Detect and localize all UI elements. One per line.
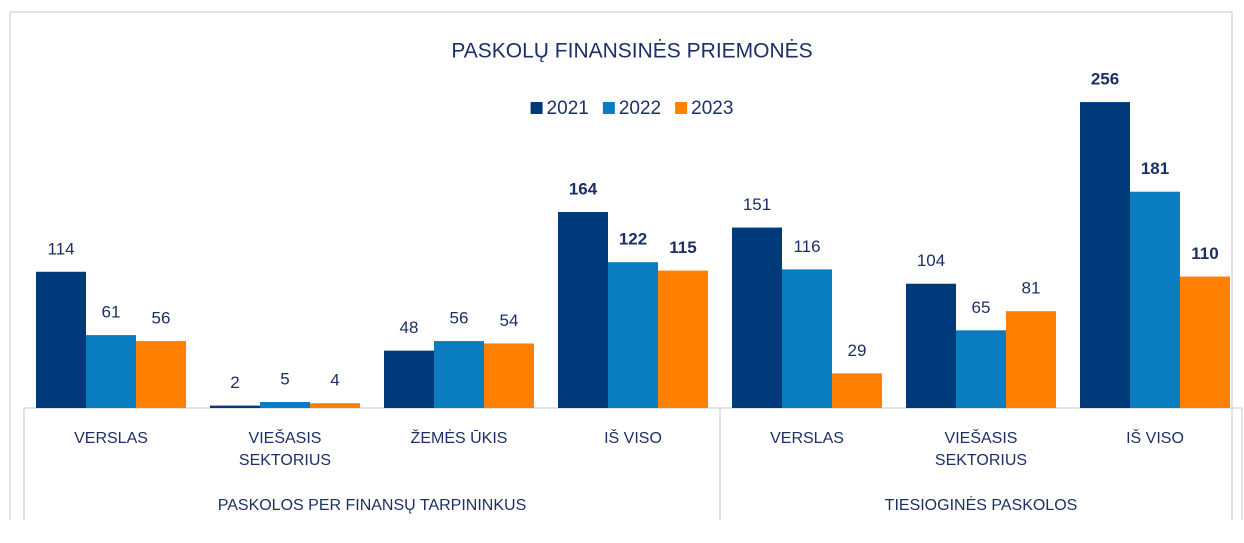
bar	[36, 271, 86, 408]
x-tick-label: VERSLAS	[74, 430, 148, 447]
bar	[1006, 311, 1056, 408]
chart-border	[9, 11, 1233, 520]
bar	[558, 212, 608, 408]
legend-swatch	[530, 102, 543, 114]
value-label: 54	[500, 311, 519, 330]
bar	[260, 402, 310, 408]
value-label: 104	[917, 251, 945, 270]
bar	[658, 270, 708, 408]
value-label: 256	[1091, 70, 1119, 89]
x-tick-label: IŠ VISO	[604, 430, 662, 447]
value-label: 116	[793, 237, 820, 256]
bar	[906, 283, 956, 408]
value-label: 2	[230, 373, 239, 392]
bar	[832, 373, 882, 408]
bar	[732, 227, 782, 408]
value-label: 61	[102, 303, 121, 322]
bar	[1080, 102, 1130, 408]
value-label: 110	[1191, 244, 1218, 263]
value-label: 115	[669, 238, 696, 257]
bar	[384, 350, 434, 408]
value-label: 4	[330, 371, 339, 390]
value-label: 5	[280, 370, 289, 389]
bar	[210, 405, 260, 408]
legend-swatch	[602, 102, 615, 114]
bar	[782, 269, 832, 408]
legend-label: 2023	[691, 98, 733, 119]
value-label: 122	[619, 230, 647, 249]
bar	[86, 335, 136, 408]
x-tick-label: VIEŠASIS SEKTORIUS	[238, 430, 332, 469]
x-tick-label: VERSLAS	[770, 430, 844, 447]
chart-title: PASKOLŲ FINANSINĖS PRIEMONĖS	[451, 40, 812, 63]
bar	[1130, 191, 1180, 408]
bar	[608, 262, 658, 408]
x-tick-label: VIEŠASIS SEKTORIUS	[934, 430, 1028, 469]
value-label: 114	[47, 239, 74, 258]
group-label: TIESIOGINĖS PASKOLOS	[884, 497, 1078, 514]
x-tick-label: ŽEMĖS ŪKIS	[410, 430, 508, 447]
value-label: 56	[152, 309, 171, 328]
value-label: 81	[1022, 279, 1041, 298]
value-label: 29	[848, 341, 867, 360]
group-label: PASKOLOS PER FINANSŲ TARPININKUS	[217, 497, 527, 514]
value-label: 151	[743, 195, 771, 214]
value-label: 56	[450, 309, 469, 328]
bar	[310, 403, 360, 408]
legend-label: 2022	[619, 98, 661, 119]
value-label: 164	[569, 180, 598, 199]
value-label: 65	[972, 298, 991, 317]
legend-label: 2021	[547, 98, 589, 119]
value-label: 181	[1141, 159, 1169, 178]
bar	[136, 341, 186, 408]
legend-swatch	[675, 102, 688, 114]
bar	[484, 343, 534, 408]
bar	[434, 341, 484, 408]
x-tick-label: IŠ VISO	[1126, 430, 1184, 447]
bar	[1180, 276, 1230, 408]
value-label: 48	[400, 318, 419, 337]
bar	[956, 330, 1006, 408]
